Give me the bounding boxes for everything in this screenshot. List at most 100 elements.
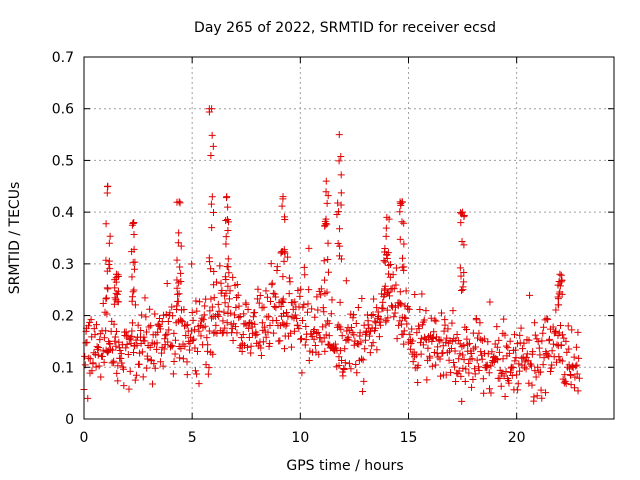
data-point <box>574 387 582 395</box>
data-point <box>324 255 332 263</box>
data-point <box>457 372 465 380</box>
data-point <box>382 232 390 240</box>
data-point <box>528 381 536 389</box>
data-point <box>110 300 118 308</box>
data-point <box>142 313 150 321</box>
data-point <box>207 151 215 159</box>
data-point <box>106 232 114 240</box>
data-point <box>182 322 190 330</box>
data-point <box>471 370 479 378</box>
data-point <box>209 142 217 150</box>
data-point <box>195 327 203 335</box>
data-point <box>350 311 358 319</box>
data-point <box>268 279 276 287</box>
data-point <box>114 377 122 385</box>
data-point <box>335 208 343 216</box>
data-point <box>460 356 468 364</box>
data-point <box>493 323 501 331</box>
data-point <box>206 307 214 315</box>
data-point <box>131 376 139 384</box>
data-point <box>276 337 284 345</box>
data-point <box>385 261 393 269</box>
data-point <box>86 355 94 363</box>
data-point <box>193 370 201 378</box>
data-point <box>552 306 560 314</box>
data-point <box>126 367 134 375</box>
data-point <box>173 256 181 264</box>
data-point <box>514 380 522 388</box>
y-axis-label: SRMTID / TECUs <box>7 182 23 295</box>
data-point <box>291 298 299 306</box>
data-point <box>335 252 343 260</box>
data-point <box>247 349 255 357</box>
data-point <box>442 371 450 379</box>
data-point <box>227 309 235 317</box>
data-point <box>296 292 304 300</box>
data-point <box>221 273 229 281</box>
data-point <box>92 321 100 329</box>
data-point <box>209 350 217 358</box>
data-point <box>366 332 374 340</box>
data-point <box>345 360 353 368</box>
data-point <box>298 316 306 324</box>
data-point <box>360 377 368 385</box>
data-point <box>120 382 128 390</box>
data-point <box>483 361 491 369</box>
data-point <box>445 356 453 364</box>
data-point <box>527 362 535 370</box>
data-point <box>91 331 99 339</box>
data-point <box>337 189 345 197</box>
data-point <box>194 348 202 356</box>
data-point <box>341 345 349 353</box>
data-series <box>80 105 583 405</box>
data-point <box>130 231 138 239</box>
data-point <box>494 356 502 364</box>
data-point <box>129 288 137 296</box>
data-point <box>405 305 413 313</box>
data-point <box>341 359 349 367</box>
data-point <box>337 153 345 161</box>
data-point <box>208 224 216 232</box>
data-point <box>538 394 546 402</box>
data-point <box>137 326 145 334</box>
data-point <box>251 309 259 317</box>
data-point <box>395 299 403 307</box>
data-point <box>408 325 416 333</box>
data-point <box>468 355 476 363</box>
data-point <box>324 268 332 276</box>
data-point <box>301 341 309 349</box>
data-point <box>311 313 319 321</box>
data-point <box>204 347 212 355</box>
data-point <box>546 335 554 343</box>
data-point <box>128 319 136 327</box>
data-point <box>174 297 182 305</box>
data-point <box>392 264 400 272</box>
data-point <box>450 359 458 367</box>
data-point <box>487 362 495 370</box>
data-point <box>564 322 572 330</box>
data-point <box>458 287 466 295</box>
data-point <box>429 334 437 342</box>
data-point <box>258 319 266 327</box>
data-point <box>278 202 286 210</box>
data-point <box>232 304 240 312</box>
data-point <box>254 285 262 293</box>
data-point <box>499 355 507 363</box>
data-point <box>103 267 111 275</box>
data-point <box>90 349 98 357</box>
data-point <box>472 343 480 351</box>
data-point <box>280 257 288 265</box>
data-point <box>504 344 512 352</box>
data-point <box>374 314 382 322</box>
data-point <box>560 379 568 387</box>
data-point <box>535 344 543 352</box>
data-point <box>122 344 130 352</box>
data-point <box>400 240 408 248</box>
data-point <box>328 296 336 304</box>
data-point <box>237 334 245 342</box>
data-point <box>223 193 231 201</box>
data-point <box>285 274 293 282</box>
data-point <box>368 342 376 350</box>
data-point <box>128 327 136 335</box>
data-point <box>269 289 277 297</box>
